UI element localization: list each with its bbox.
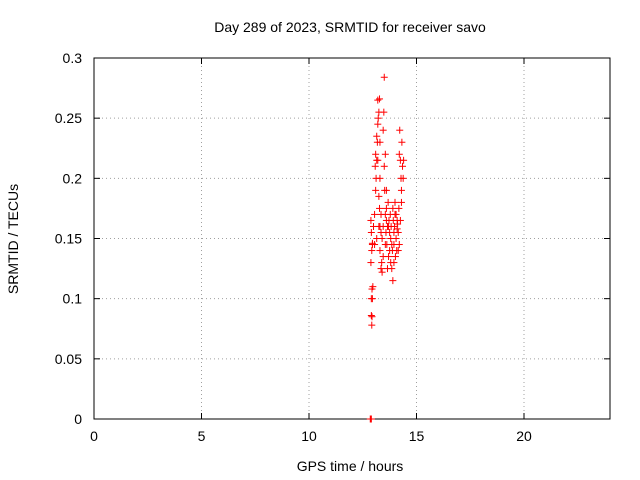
data-point: [377, 210, 385, 218]
data-point: [392, 210, 400, 218]
data-point: [388, 265, 396, 273]
data-point: [382, 186, 390, 194]
data-point: [396, 126, 404, 134]
data-point: [374, 120, 382, 128]
data-point: [380, 73, 388, 81]
y-tick-label: 0.25: [55, 110, 82, 126]
axis-ticks: 0 5 10 15 20 0 0.05 0.1 0.15 0.2 0.25 0.3: [55, 50, 610, 444]
data-point: [382, 204, 390, 212]
data-point: [384, 198, 392, 206]
y-tick-label: 0.3: [63, 50, 83, 66]
data-point: [400, 156, 408, 164]
data-point: [368, 247, 376, 255]
data-point: [371, 210, 379, 218]
data-point: [371, 162, 379, 170]
y-tick-label: 0.15: [55, 231, 82, 247]
data-point: [391, 253, 399, 261]
data-point: [377, 265, 385, 273]
data-point: [387, 259, 395, 267]
data-point: [398, 138, 406, 146]
data-point: [385, 253, 393, 261]
data-point: [373, 235, 381, 242]
data-point: [393, 216, 401, 224]
x-tick-label: 5: [198, 428, 206, 444]
y-tick-label: 0.1: [63, 291, 83, 307]
data-point: [386, 247, 394, 255]
data-point: [376, 174, 384, 182]
data-point: [367, 295, 375, 303]
data-point: [379, 126, 387, 134]
data-point: [380, 108, 388, 116]
x-tick-label: 10: [301, 428, 317, 444]
y-tick-label: 0.05: [55, 351, 82, 367]
data-point: [367, 312, 375, 320]
data-point: [381, 241, 389, 249]
x-tick-label: 20: [516, 428, 532, 444]
data-point: [374, 96, 382, 104]
data-point: [367, 216, 375, 224]
data-point: [399, 162, 407, 170]
y-tick-label: 0.2: [63, 170, 83, 186]
data-point: [394, 247, 402, 255]
x-axis-label: GPS time / hours: [297, 458, 404, 474]
data-point: [376, 95, 384, 103]
data-point: [366, 415, 374, 423]
data-point: [374, 114, 382, 122]
data-point: [369, 283, 377, 291]
data-point: [367, 259, 375, 267]
chart-title: Day 289 of 2023, SRMTID for receiver sav…: [214, 19, 486, 35]
y-axis-label: SRMTID / TECUs: [5, 184, 21, 294]
data-point: [367, 228, 375, 236]
data-points: [366, 73, 408, 423]
data-point: [376, 247, 384, 255]
x-tick-label: 0: [90, 428, 98, 444]
data-point: [376, 204, 384, 212]
data-point: [370, 222, 377, 230]
data-point: [371, 241, 379, 249]
data-point: [394, 228, 402, 236]
x-tick-label: 15: [409, 428, 425, 444]
data-point: [389, 277, 397, 285]
data-point: [397, 198, 405, 206]
data-point: [376, 138, 384, 146]
data-point: [395, 150, 403, 158]
data-point: [373, 132, 381, 140]
data-point: [372, 150, 380, 158]
data-point: [368, 321, 376, 329]
data-point: [374, 156, 382, 164]
data-point: [375, 192, 383, 200]
data-point: [372, 186, 380, 194]
data-point: [368, 313, 376, 321]
data-point: [378, 268, 386, 276]
data-point: [392, 235, 400, 242]
data-point: [381, 150, 389, 158]
data-point: [395, 204, 403, 212]
y-tick-label: 0: [74, 411, 82, 427]
data-point: [391, 198, 399, 206]
data-point: [380, 162, 388, 170]
data-point: [390, 241, 398, 249]
data-point: [397, 186, 405, 194]
plot-frame: [93, 57, 611, 420]
data-point: [399, 174, 407, 182]
data-point: [389, 204, 397, 212]
data-point: [378, 259, 386, 267]
grid: [94, 58, 610, 419]
